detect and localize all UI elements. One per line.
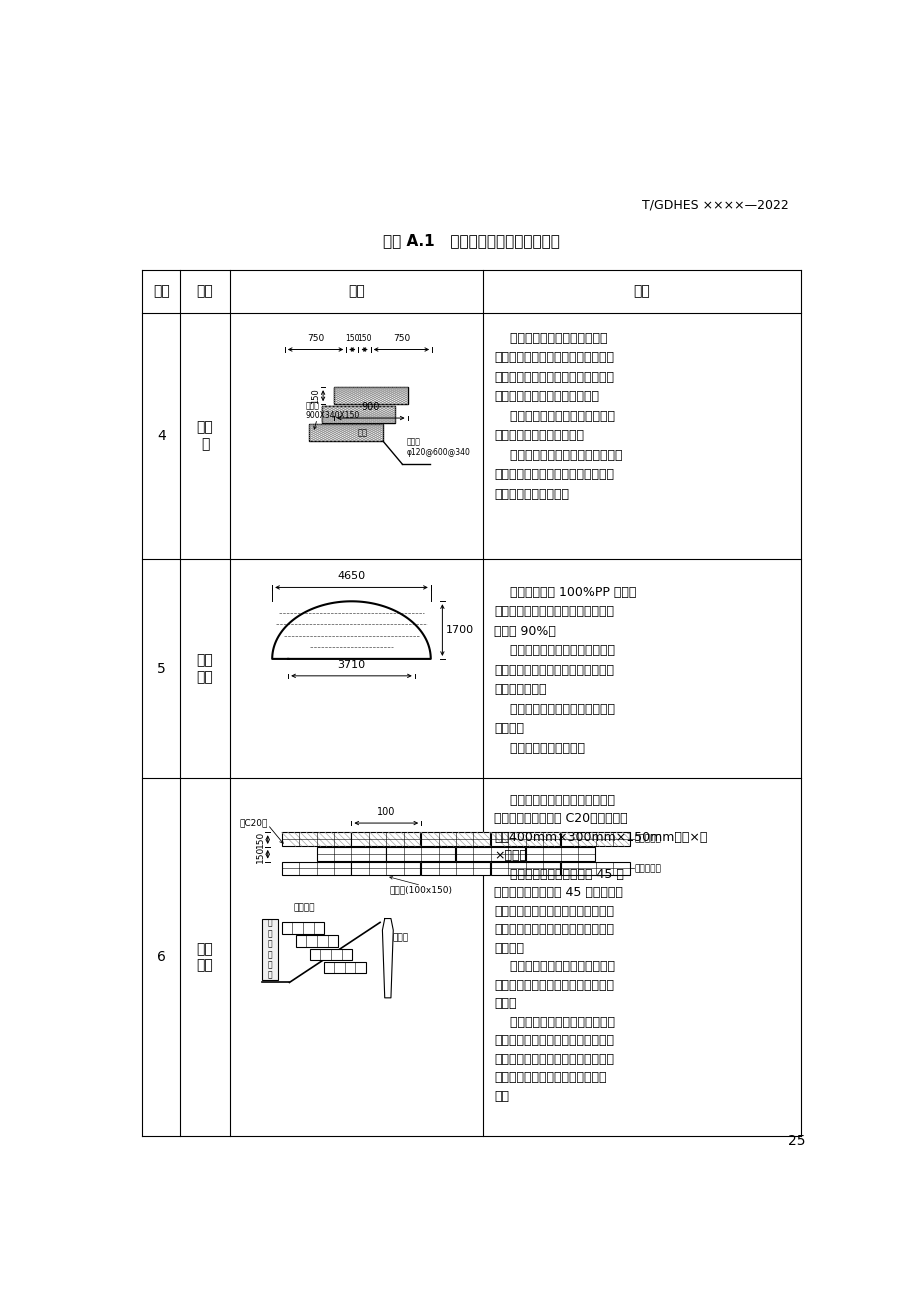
Text: 750: 750: [392, 335, 410, 344]
Text: 植生袋具有透水不透土的过滤
功能以及良好的固土功能，植物种子
可通过袋体自由生长，根系进入工程
基层土壤，形成自然锚固作用。
    优点：结构整体安全度高，植: 植生袋具有透水不透土的过滤 功能以及良好的固土功能，植物种子 可通过袋体自由生长…: [494, 332, 622, 501]
Bar: [334, 387, 407, 404]
Polygon shape: [272, 602, 430, 659]
Bar: [281, 832, 350, 846]
Text: 750: 750: [307, 335, 323, 344]
Text: 150: 150: [357, 335, 371, 344]
Text: 生态
砌块: 生态 砌块: [197, 943, 213, 973]
Text: 柔韧主砌块: 柔韧主砌块: [633, 865, 661, 872]
Text: 类型: 类型: [197, 284, 213, 298]
Bar: [309, 424, 382, 441]
Bar: [262, 918, 278, 980]
Text: 特性: 特性: [633, 284, 650, 298]
Text: 150: 150: [311, 388, 320, 404]
Text: 100: 100: [377, 807, 395, 816]
Bar: [281, 922, 323, 934]
Text: 150: 150: [255, 845, 265, 863]
Text: 素
填
土
壤
素
壤: 素 填 土 壤 素 壤: [267, 919, 272, 980]
Text: 锚定桩
φ120@600@340: 锚定桩 φ120@600@340: [406, 437, 470, 457]
Text: 生态砌块材料为钢筋混凝土，混
凝土强度等级不小于 C20，一般尺寸
为：400mm×300mm×150mm（长×宽
×高）。
    该护岸型式在仰斜角大于 4: 生态砌块材料为钢筋混凝土，混 凝土强度等级不小于 C20，一般尺寸 为：400m…: [494, 794, 707, 1103]
Bar: [491, 862, 560, 875]
Polygon shape: [382, 918, 392, 997]
Text: 6: 6: [156, 950, 165, 965]
Text: 25: 25: [788, 1134, 805, 1148]
Text: 生态孔(100x150): 生态孔(100x150): [390, 885, 452, 894]
Bar: [309, 949, 352, 960]
Bar: [334, 387, 407, 404]
Text: 图样: 图样: [347, 284, 365, 298]
Text: 序号: 序号: [153, 284, 169, 298]
Text: 土工管袋采用 100%PP 有纺织
物制作，内部填充沙土，填土压实度
不小于 90%。
    单个管袋体积较大，适用于护岸
空间较大的岸坡，叠放方式有平铺式
: 土工管袋采用 100%PP 有纺织 物制作，内部填充沙土，填土压实度 不小于 9…: [494, 586, 636, 755]
Text: 垫C20柱: 垫C20柱: [239, 819, 267, 828]
Bar: [421, 862, 490, 875]
Text: 续表 A.1   常用生态护岸材料及特性表: 续表 A.1 常用生态护岸材料及特性表: [382, 233, 560, 249]
Text: T/GDHES ××××—2022: T/GDHES ××××—2022: [641, 199, 788, 212]
Bar: [322, 406, 395, 423]
Bar: [351, 862, 420, 875]
Bar: [560, 832, 629, 846]
Text: 柔韧顶砌块: 柔韧顶砌块: [633, 835, 661, 844]
Bar: [281, 862, 350, 875]
Text: 植生袋
900X340X150: 植生袋 900X340X150: [305, 401, 359, 421]
Text: 柔韧砌块: 柔韧砌块: [293, 904, 314, 913]
Text: 150: 150: [345, 335, 359, 344]
Bar: [421, 832, 490, 846]
Text: 土工
管袋: 土工 管袋: [197, 654, 213, 684]
Bar: [295, 935, 338, 947]
Bar: [316, 846, 385, 861]
Text: 1700: 1700: [445, 625, 473, 635]
Bar: [351, 832, 420, 846]
Text: 4: 4: [156, 428, 165, 443]
Bar: [491, 832, 560, 846]
Text: 垫板: 垫板: [357, 428, 367, 437]
Bar: [323, 962, 366, 973]
Bar: [560, 862, 629, 875]
Bar: [322, 406, 395, 423]
Bar: [309, 424, 382, 441]
Text: 150: 150: [255, 831, 265, 848]
Text: 3710: 3710: [337, 660, 365, 669]
Bar: [456, 846, 525, 861]
Bar: [386, 846, 455, 861]
Text: 锚固桩: 锚固桩: [392, 934, 408, 943]
Text: 植生
袋: 植生 袋: [197, 421, 213, 450]
Bar: [526, 846, 594, 861]
Text: 4650: 4650: [337, 572, 365, 581]
Text: 5: 5: [156, 661, 165, 676]
Text: 900: 900: [361, 402, 380, 411]
